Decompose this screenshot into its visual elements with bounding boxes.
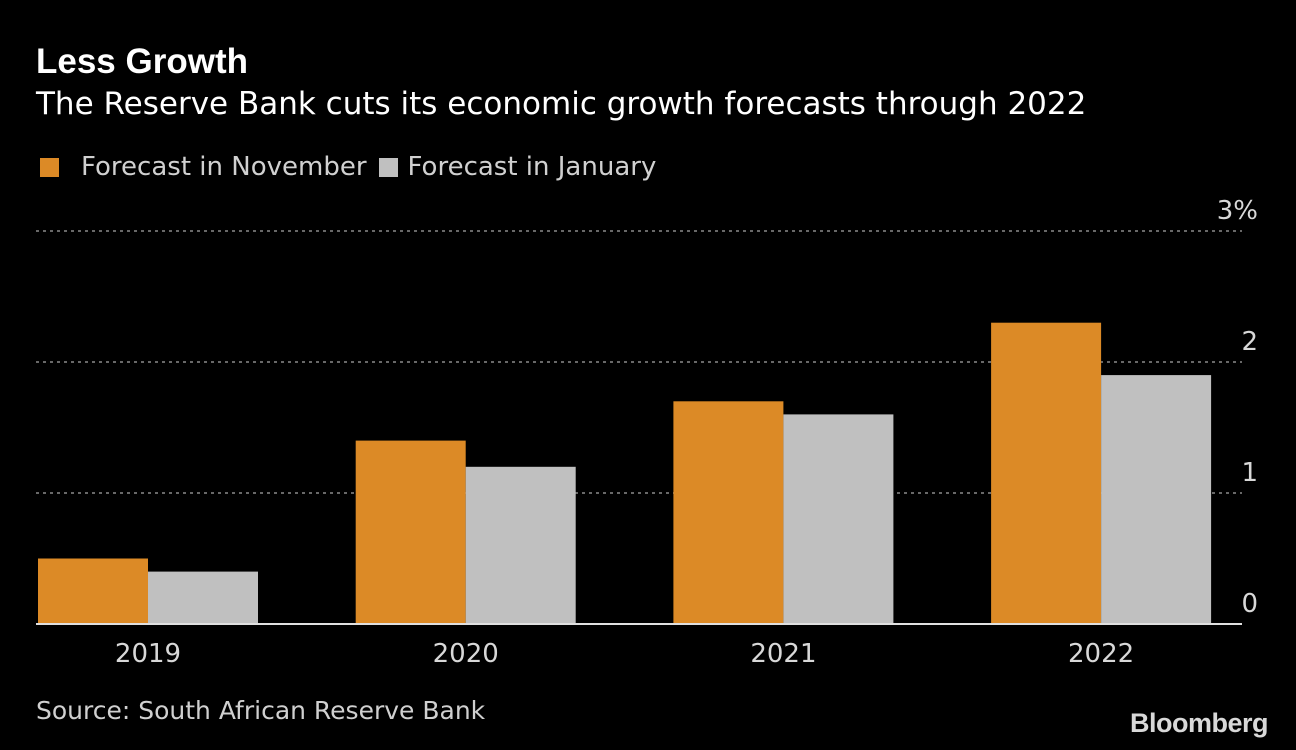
chart-subtitle: The Reserve Bank cuts its economic growt…: [36, 86, 1087, 122]
bar-november-2021: [673, 401, 784, 624]
legend: Forecast in November Forecast in January: [40, 152, 668, 182]
x-tick-label: 2021: [750, 639, 816, 669]
legend-label-november: Forecast in November: [81, 152, 367, 182]
bar-january-2019: [148, 571, 258, 624]
bar-november-2020: [355, 440, 466, 624]
legend-swatch-november: [40, 157, 59, 177]
chart-title: Less Growth: [36, 42, 248, 81]
legend-swatch-january: [378, 157, 398, 177]
bar-november-2022: [991, 322, 1102, 624]
legend-item-january: Forecast in January: [378, 152, 657, 182]
x-tick-label: 2022: [1068, 639, 1134, 669]
y-tick-label: 3%: [1217, 196, 1258, 226]
legend-label-january: Forecast in January: [407, 152, 657, 182]
y-tick-label: 2: [1241, 327, 1258, 357]
legend-item-november: Forecast in November: [40, 152, 367, 182]
x-tick-label: 2020: [433, 639, 499, 669]
bar-january-2022: [1101, 375, 1212, 624]
x-tick-label: 2019: [115, 639, 181, 669]
y-tick-label: 1: [1241, 458, 1258, 488]
bloomberg-logo: Bloomberg: [1129, 708, 1269, 738]
bar-january-2021: [783, 414, 894, 624]
bar-january-2020: [465, 466, 576, 624]
source-note: Source: South African Reserve Bank: [36, 696, 486, 725]
y-tick-label: 0: [1241, 589, 1258, 619]
bar-november-2019: [38, 558, 148, 624]
